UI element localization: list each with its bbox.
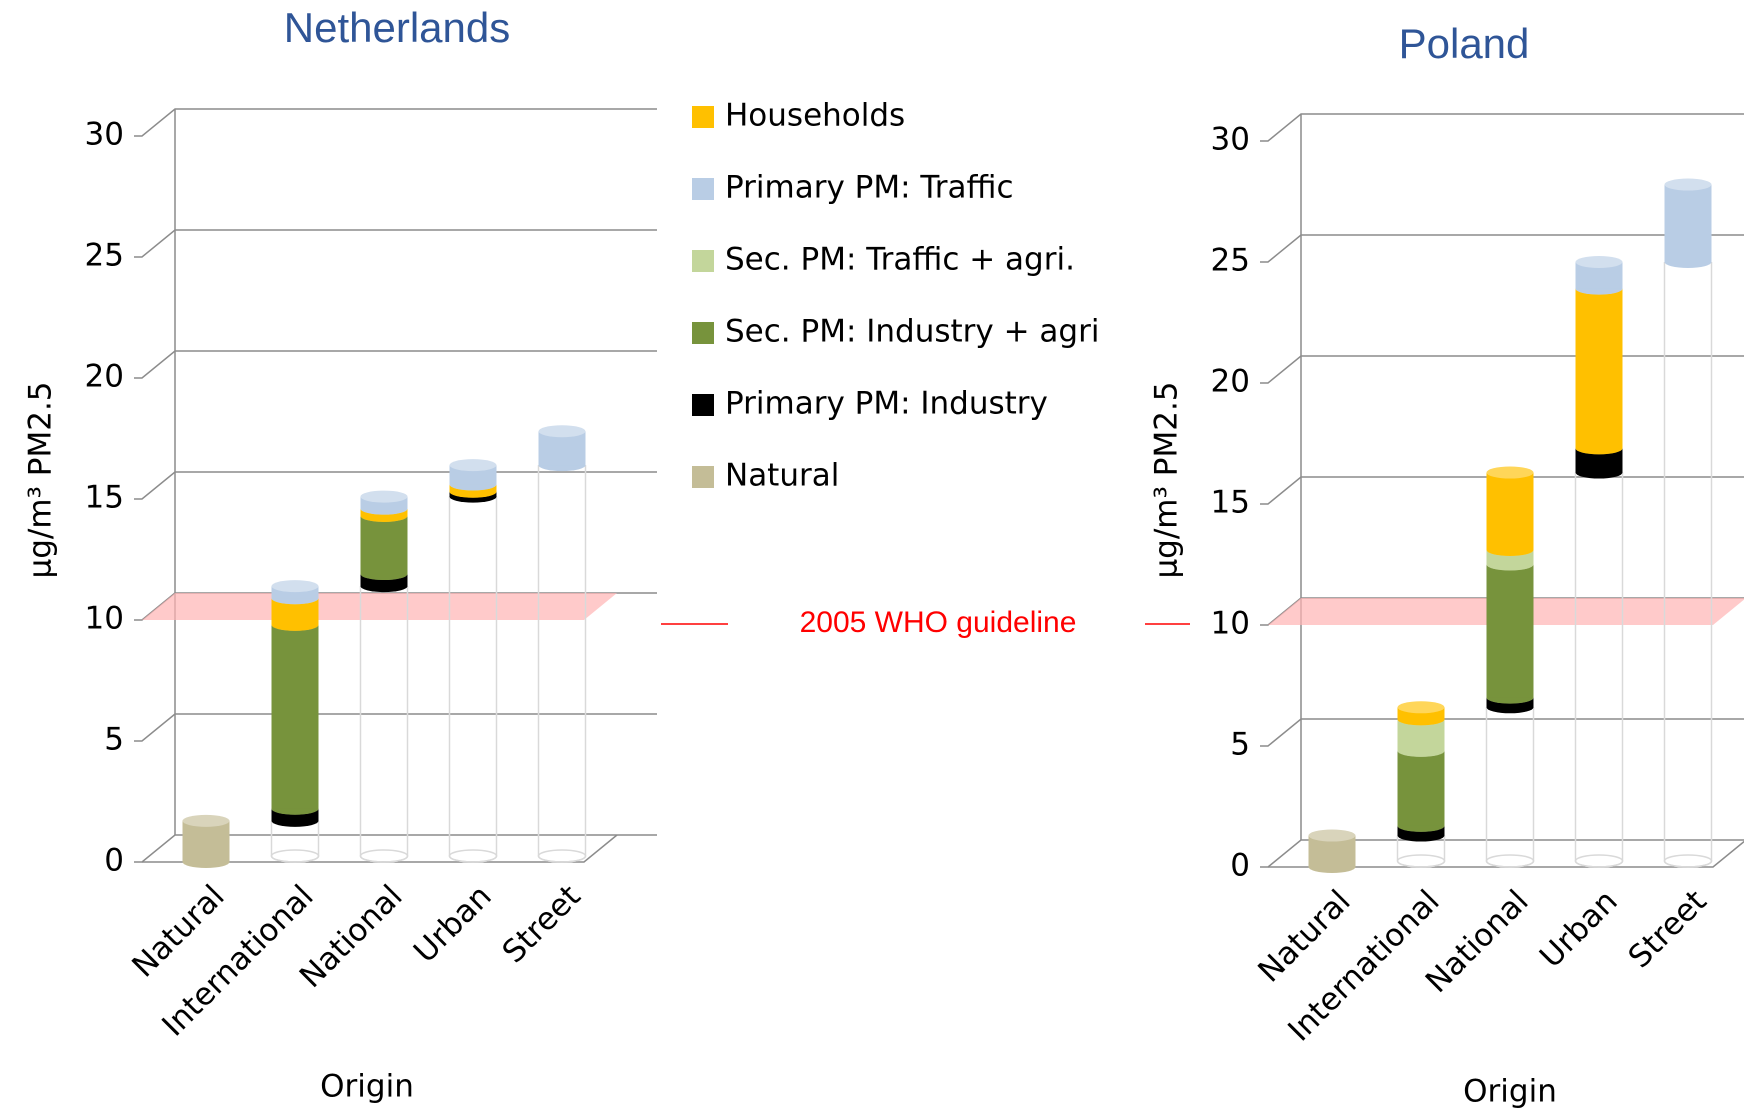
legend-label: Primary PM: Industry [725,386,1048,422]
bar-segment [360,515,408,575]
y-tick-label: 0 [1230,848,1250,884]
cylinder-top [1397,701,1445,714]
grid-line [1260,839,1744,868]
y-tick-label: 5 [1230,727,1250,763]
grid-line [134,471,657,500]
x-axis-label: Origin [1463,1074,1557,1110]
glass-cylinder [270,820,320,863]
glass-cylinder [448,496,498,863]
grid-line [134,713,657,742]
y-axis-label: µg/m³ PM2.5 [23,381,59,578]
grid-line [134,834,657,863]
legend-label: Natural [725,458,839,494]
legend-swatch [692,322,714,344]
glass-cap [1396,854,1446,868]
glass-cylinder [1485,707,1535,868]
legend-label: Sec. PM: Traffic + agri. [725,242,1075,278]
cylinder-top [538,425,586,438]
cylinder-top [1575,256,1623,268]
glass-cylinder [1663,262,1713,868]
x-tick-label: Street [1622,883,1714,975]
glass-cap [1485,854,1535,868]
y-tick-label: 15 [85,480,124,516]
bar-segment [1486,472,1534,550]
glass-cap [1574,854,1624,868]
x-tick-label: Street [496,878,588,970]
glass-cylinder [1574,472,1624,868]
glass-cap [270,849,320,863]
y-tick-label: 10 [85,601,124,637]
y-tick-label: 30 [1211,122,1250,158]
cylinder-top [1486,466,1534,479]
x-tick-label: Urban [1533,883,1625,975]
y-tick-label: 25 [85,238,124,274]
bar-segment [182,820,230,862]
legend-label: Primary PM: Traffic [725,170,1014,206]
grid-line [1260,718,1744,747]
cylinder-top [271,580,319,593]
who-label: 2005 WHO guideline [800,606,1077,639]
bar-segment [1575,288,1623,449]
grid-line [134,229,657,258]
y-tick-label: 0 [104,843,124,879]
cylinder-top [1664,178,1712,191]
y-tick-label: 20 [85,359,124,395]
x-tick-label: Urban [407,878,499,970]
cylinder-top [182,814,230,827]
legend-swatch [692,394,714,416]
y-tick-label: 15 [1211,485,1250,521]
legend-swatch [692,106,714,128]
legend-swatch [692,250,714,272]
x-axis-label: Origin [320,1069,414,1105]
chart-title: Netherlands [284,4,510,51]
cylinder-top [360,490,408,503]
cylinder-top [449,459,497,472]
legend-label: Sec. PM: Industry + agri [725,314,1099,350]
grid-line [1260,234,1744,263]
glass-cap [1663,854,1713,868]
glass-cap [359,849,409,863]
y-tick-label: 20 [1211,364,1250,400]
grid-line [1260,355,1744,384]
who-band [142,593,617,620]
y-tick-label: 30 [85,117,124,153]
glass-cylinder [359,586,409,863]
grid-line [134,350,657,379]
grid-line [1260,476,1744,505]
bar-segment [1486,564,1534,698]
glass-cap [448,849,498,863]
chart-title: Poland [1399,20,1530,67]
bar-segment [1664,184,1712,262]
cylinder-top [1308,829,1356,842]
y-tick-label: 10 [1211,606,1250,642]
glass-cap [537,849,587,863]
y-axis-label: µg/m³ PM2.5 [1149,381,1185,578]
y-tick-label: 5 [104,722,124,758]
grid-line [1260,113,1744,142]
legend-swatch [692,178,714,200]
y-tick-label: 25 [1211,243,1250,279]
legend-label: Households [725,98,905,134]
legend-swatch [692,466,714,488]
bar-segment [1397,750,1445,826]
bar-segment [271,624,319,809]
grid-line [134,108,657,137]
glass-cylinder [537,465,587,863]
